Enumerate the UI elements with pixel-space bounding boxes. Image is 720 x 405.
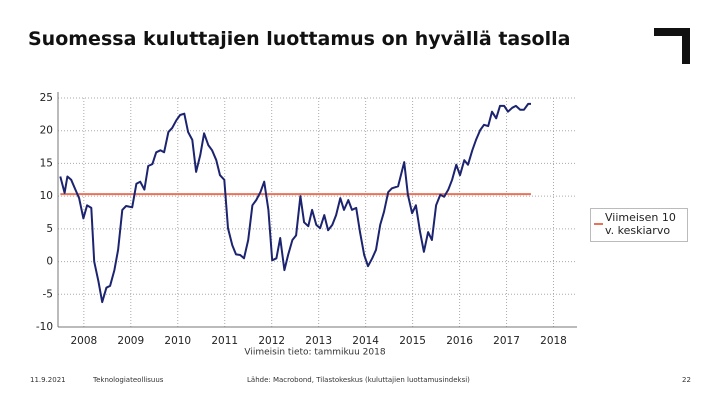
y-tick-label: 25 — [40, 92, 53, 104]
chart-note: Viimeisin tieto: tammikuu 2018 — [244, 348, 385, 358]
x-tick-label: 2018 — [540, 335, 567, 347]
x-tick-label: 2017 — [493, 335, 520, 347]
x-tick-label: 2016 — [446, 335, 473, 347]
y-tick-label: -5 — [43, 288, 53, 300]
x-tick-label: 2008 — [70, 335, 97, 347]
y-tick-label: -10 — [36, 321, 53, 333]
logo — [654, 28, 690, 64]
chart: Viimeisin tieto: tammikuu 2018 -10 -5 0 5 10… — [36, 92, 577, 358]
x-tick-label: 2015 — [399, 335, 426, 347]
x-tick-label: 2010 — [164, 335, 191, 347]
y-tick-label: 20 — [40, 125, 53, 137]
slide-title: Suomessa kuluttajien luottamus on hyväll… — [28, 28, 571, 50]
y-tick-label: 15 — [40, 157, 53, 169]
y-tick-label: 5 — [46, 223, 53, 235]
legend-swatch — [594, 223, 603, 225]
legend-label: Viimeisen 10 v. keskiarvo — [605, 211, 676, 237]
footer-org: Teknologiateollisuus — [93, 376, 164, 384]
x-tick-label: 2013 — [305, 335, 332, 347]
x-tick-label: 2009 — [117, 335, 144, 347]
y-tick-label: 10 — [40, 190, 53, 202]
footer-page: 22 — [682, 376, 691, 384]
footer-date: 11.9.2021 — [30, 376, 66, 384]
footer-source: Lähde: Macrobond, Tilastokeskus (kulutta… — [247, 376, 470, 384]
line — [59, 102, 531, 304]
legend: Viimeisen 10 v. keskiarvo — [590, 208, 688, 242]
x-tick-label: 2012 — [258, 335, 285, 347]
y-tick-label: 0 — [46, 256, 53, 268]
x-tick-label: 2014 — [352, 335, 379, 347]
x-tick-label: 2011 — [211, 335, 238, 347]
